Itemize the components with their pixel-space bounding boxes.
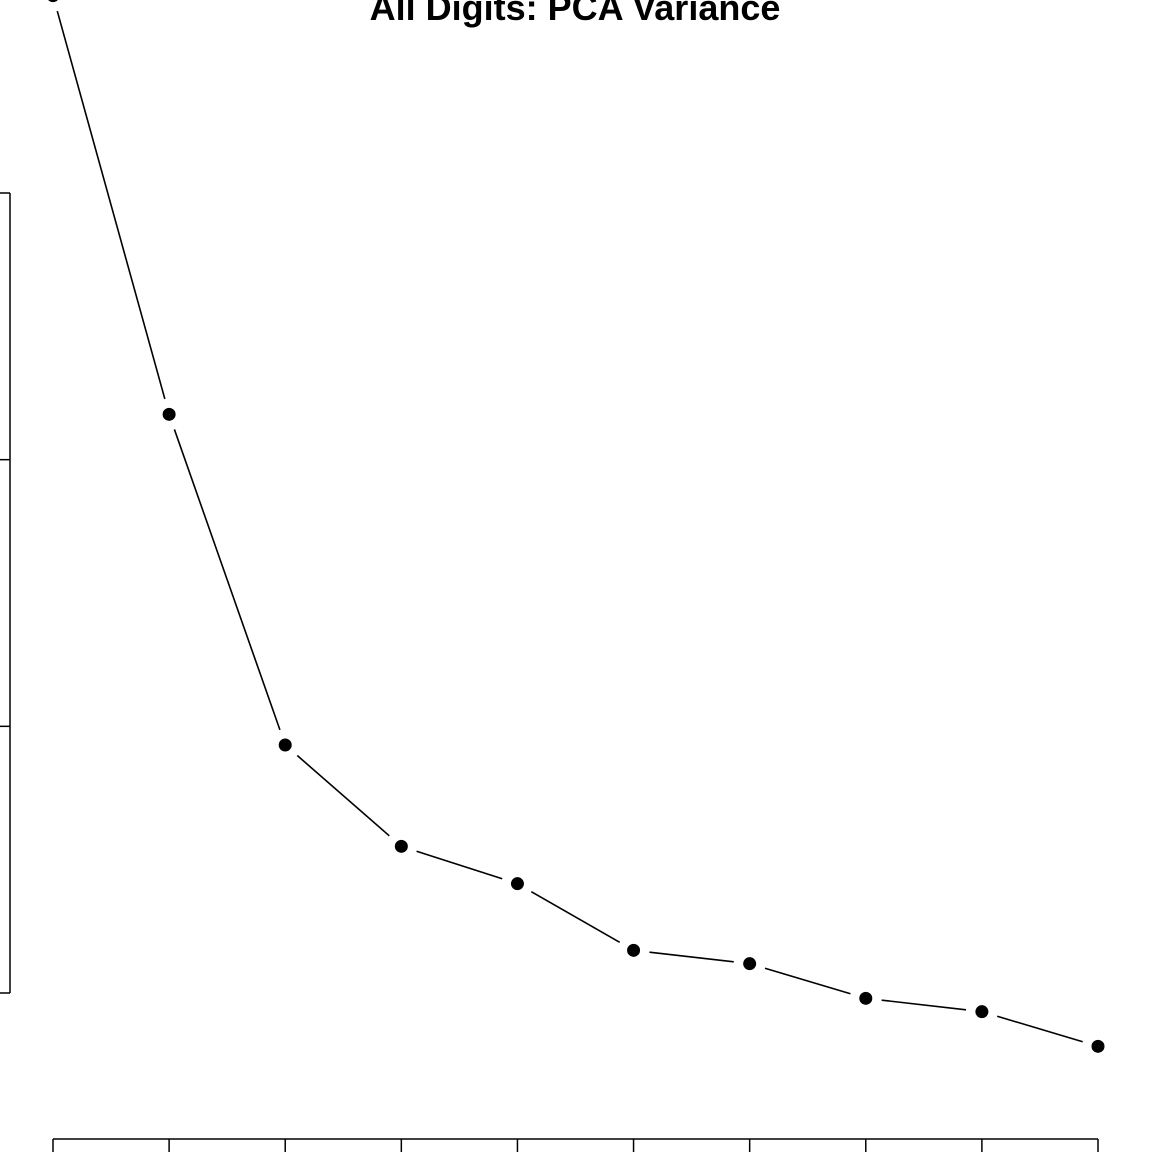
- series-line-segment: [416, 850, 503, 880]
- series-line-segment: [173, 429, 281, 731]
- series-line: [56, 10, 1083, 1043]
- series-line-segment: [296, 754, 390, 837]
- data-point: [743, 957, 757, 971]
- y-axis: [0, 192, 11, 994]
- data-point: [394, 839, 408, 853]
- series-line-segment: [764, 967, 851, 995]
- series-line-segment: [56, 10, 166, 400]
- data-point: [1091, 1039, 1105, 1053]
- series-points: [48, 0, 1105, 1053]
- chart-title: All Digits: PCA Variance: [370, 0, 781, 28]
- data-point: [627, 943, 641, 957]
- data-point: [162, 407, 176, 421]
- data-point: [859, 991, 873, 1005]
- series-line-segment: [649, 951, 734, 963]
- series-line-segment: [996, 1015, 1083, 1043]
- series-line-segment: [530, 890, 621, 944]
- data-point: [278, 738, 292, 752]
- x-axis: [52, 1138, 1099, 1152]
- data-point: [975, 1005, 989, 1019]
- data-point: [48, 0, 58, 3]
- data-point: [510, 877, 524, 891]
- series-line-segment: [881, 999, 967, 1011]
